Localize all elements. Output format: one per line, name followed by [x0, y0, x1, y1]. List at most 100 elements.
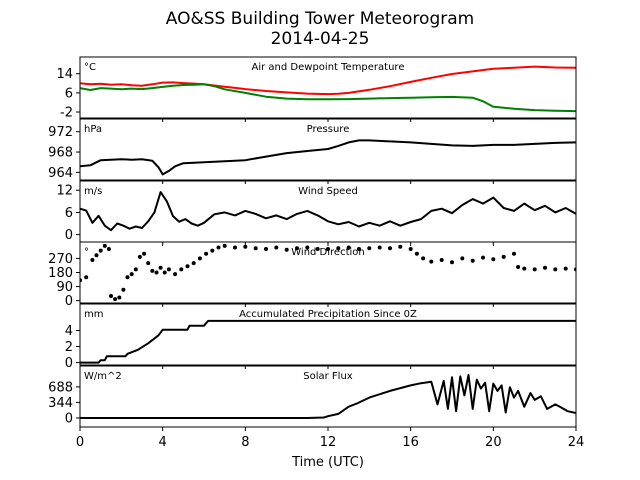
- scatter-point: [98, 248, 103, 253]
- scatter-point: [295, 246, 299, 251]
- scatter-point: [129, 272, 134, 277]
- x-axis-label: Time (UTC): [291, 455, 364, 470]
- scatter-point: [532, 267, 537, 272]
- scatter-point: [113, 297, 118, 302]
- y-tick-label: 180: [48, 266, 73, 281]
- panel-series-group: [80, 65, 576, 113]
- panel-0: -2 6 14 °C Air and Dewpoint Temperature: [56, 56, 577, 122]
- panel-series-group: [80, 139, 576, 176]
- scatter-point: [117, 295, 122, 300]
- panel-unit: m/s: [84, 186, 102, 197]
- panel-2: 0 6 12 m/s Wind Speed: [56, 180, 577, 246]
- scatter-point: [191, 261, 196, 266]
- panel-unit: mm: [84, 309, 103, 320]
- figure-title-line1: AO&SS Building Tower Meteorogram: [166, 9, 474, 29]
- scatter-point: [243, 244, 248, 249]
- panel-title: Wind Speed: [298, 186, 358, 197]
- scatter-point: [162, 270, 167, 275]
- panel-series-group: [80, 374, 576, 419]
- series-line-1: [80, 83, 576, 113]
- scatter-point: [450, 260, 454, 265]
- x-tick-label: 20: [485, 435, 502, 450]
- scatter-point: [154, 270, 159, 275]
- y-tick-label: 14: [56, 67, 73, 82]
- scatter-point: [84, 275, 89, 280]
- scatter-point: [150, 268, 155, 273]
- y-tick-label: 4: [65, 324, 73, 339]
- x-tick-label: 4: [159, 435, 167, 450]
- scatter-point: [94, 253, 99, 258]
- scatter-point: [522, 266, 527, 271]
- y-tick-label: 688: [48, 380, 73, 395]
- y-tick-label: 2: [65, 340, 73, 355]
- scatter-point: [204, 251, 209, 256]
- scatter-point: [210, 248, 215, 253]
- panel-unit: °: [84, 247, 89, 258]
- y-tick-label: 964: [48, 166, 73, 181]
- series-line-0: [80, 191, 576, 232]
- x-tick-label: 16: [402, 435, 419, 450]
- scatter-point: [501, 254, 506, 259]
- scatter-point: [429, 259, 434, 264]
- scatter-point: [233, 245, 237, 250]
- scatter-point: [142, 251, 147, 256]
- scatter-point: [470, 258, 475, 263]
- scatter-point: [553, 267, 558, 272]
- scatter-point: [137, 254, 142, 259]
- y-tick-label: -2: [60, 106, 73, 121]
- panel-title: Solar Flux: [303, 371, 353, 382]
- scatter-point: [284, 247, 289, 252]
- scatter-point: [398, 244, 403, 249]
- panel-4: 024 mm Accumulated Precipitation Since 0Z: [65, 303, 577, 371]
- scatter-point: [197, 256, 202, 261]
- scatter-point: [377, 245, 382, 250]
- scatter-point: [253, 246, 258, 251]
- scatter-point: [166, 267, 171, 272]
- scatter-point: [388, 246, 392, 251]
- scatter-point: [414, 251, 419, 256]
- scatter-point: [274, 245, 279, 250]
- scatter-point: [460, 256, 465, 261]
- series-line-0: [80, 374, 576, 419]
- y-tick-label: 344: [48, 396, 73, 411]
- scatter-point: [326, 247, 330, 251]
- series-line-0: [80, 139, 576, 176]
- panel-title: Pressure: [307, 124, 350, 135]
- panel-1: 964 968 972 hPa Pressure: [48, 118, 577, 184]
- x-axis: 0 4 8 12 16 20 24: [76, 435, 584, 450]
- scatter-point: [102, 243, 107, 248]
- scatter-point: [367, 246, 372, 251]
- scatter-point: [222, 243, 227, 248]
- y-tick-label: 270: [48, 252, 73, 267]
- scatter-point: [158, 265, 163, 270]
- scatter-point: [357, 247, 361, 251]
- scatter-point: [336, 246, 341, 251]
- scatter-point: [90, 258, 95, 262]
- scatter-point: [121, 287, 126, 292]
- scatter-point: [133, 267, 138, 272]
- x-tick-label: 12: [320, 435, 337, 450]
- x-tick-label: 8: [241, 435, 249, 450]
- scatter-point: [481, 255, 485, 260]
- figure-title-line2: 2014-04-25: [271, 29, 370, 49]
- y-tick-label: 90: [56, 280, 73, 295]
- scatter-point: [216, 245, 221, 250]
- scatter-point: [305, 245, 310, 250]
- y-tick-label: 0: [65, 294, 73, 309]
- panel-series-group: [80, 243, 576, 302]
- panel-title: Air and Dewpoint Temperature: [252, 62, 405, 73]
- scatter-point: [439, 258, 444, 262]
- panel-title: Wind Direction: [291, 247, 365, 258]
- scatter-point: [146, 261, 151, 266]
- scatter-point: [125, 275, 130, 280]
- y-tick-label: 972: [48, 125, 73, 140]
- scatter-point: [106, 247, 111, 251]
- panel-series-group: [80, 191, 576, 232]
- y-tick-label: 968: [48, 146, 73, 161]
- scatter-point: [516, 265, 521, 269]
- scatter-point: [512, 251, 516, 256]
- series-line-0: [80, 65, 576, 96]
